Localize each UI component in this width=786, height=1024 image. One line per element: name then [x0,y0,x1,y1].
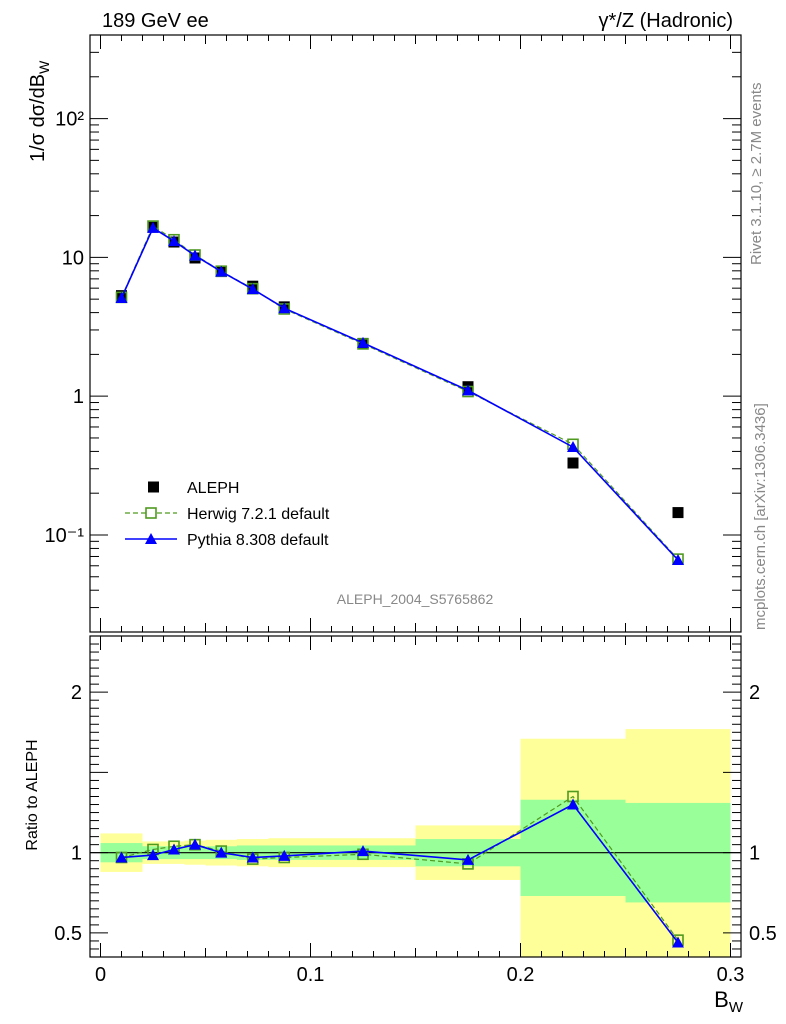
data-point [246,283,259,295]
ratio-y-tick-label-right: 0.5 [749,923,777,945]
process-label: γ*/Z (Hadronic) [599,10,733,32]
data-point [462,384,474,396]
main-ylabel: 1/σ dσ/dBW [27,60,52,162]
x-tick-label: 0.3 [717,964,745,986]
main-panel: 10⁻¹ 1 10 10² [45,34,742,633]
data-point [357,845,369,857]
legend-label: Herwig 7.2.1 default [187,506,330,523]
data-point [672,507,684,519]
legend-marker [145,507,157,519]
x-axis-title: BW [714,987,744,1016]
data-point [567,798,579,810]
ratio-y-tick-label: 0.5 [54,923,82,945]
source-label: mcplots.cern.ch [arXiv:1306.3436] [752,403,769,630]
data-point [246,851,259,863]
ratio-y-tick-label-right: 2 [749,682,760,704]
ratio-y-tick-label-right: 1 [749,843,760,865]
data-point [462,853,474,865]
data-point [147,849,159,861]
legend-marker [148,481,159,493]
data-point [115,851,128,863]
x-tick-label: 0.1 [297,964,325,986]
data-point [168,843,180,855]
data-point [168,235,180,247]
data-point [672,554,684,566]
y-tick-label: 10² [55,109,84,131]
data-point [189,249,201,261]
data-point [357,336,369,348]
uncertainty-band-inner [520,799,626,897]
data-point [215,846,228,858]
data-point [189,838,201,850]
data-point [147,221,159,233]
ratio-ylabel: Ratio to ALEPH [24,739,41,850]
data-point [115,291,128,303]
analysis-id: ALEPH_2004_S5765862 [337,591,494,607]
data-point [278,849,291,861]
ratio-y-tick-label: 2 [71,682,82,704]
legend-label: Pythia 8.308 default [187,532,329,549]
rivet-label: Rivet 3.1.10, ≥ 2.7M events [748,83,765,266]
ratio-panel: 0.5 0.5 1 1 2 2 0 0.1 0.2 0.3 [54,635,777,986]
energy-label: 189 GeV ee [102,10,209,32]
x-tick-label: 0.2 [507,964,535,986]
data-point [215,265,228,277]
y-tick-label: 10 [62,247,84,269]
data-point [567,441,579,453]
ratio-frame [89,635,742,958]
x-tick-label: 0 [95,964,106,986]
data-point [672,936,684,948]
data-point [567,457,579,469]
data-point [278,302,291,314]
main-frame [89,34,742,633]
legend-marker [145,533,157,544]
ratio-y-tick-label: 1 [71,843,82,865]
legend-label: ALEPH [187,480,239,497]
y-tick-label: 1 [73,386,84,408]
y-tick-label: 10⁻¹ [45,525,85,547]
legend: ALEPH Herwig 7.2.1 default Pythia 8.308 de… [125,480,330,549]
